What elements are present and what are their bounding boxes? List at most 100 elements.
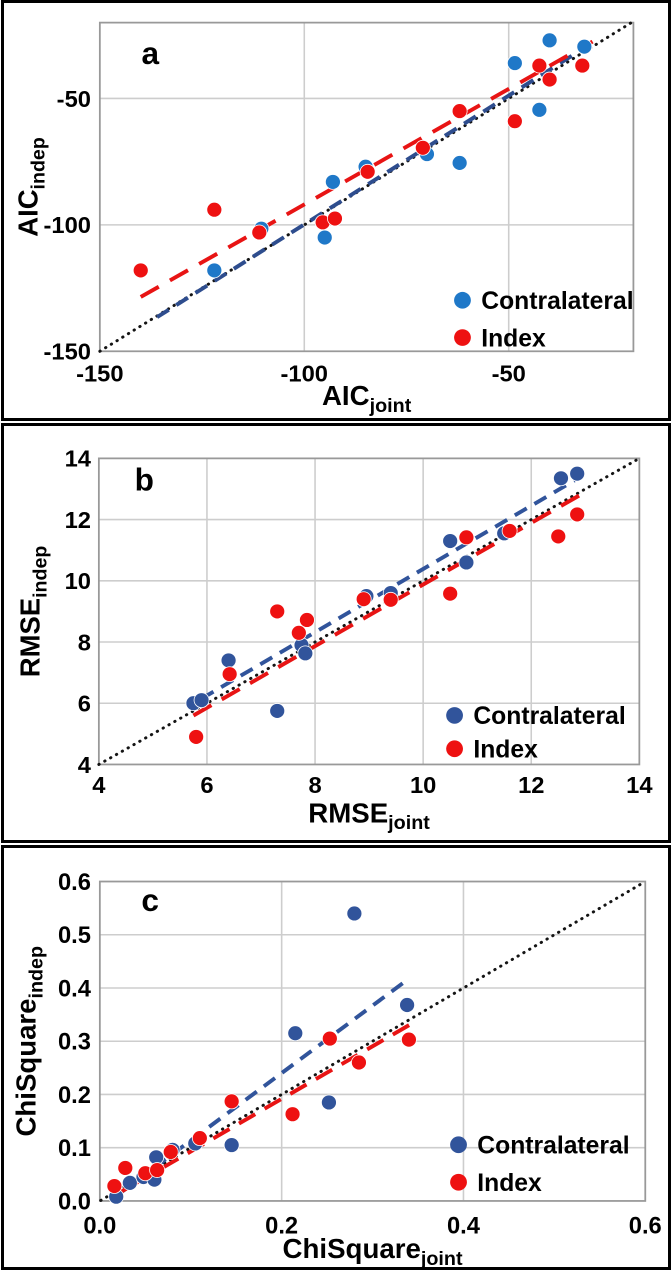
data-point-contralateral [193, 692, 210, 709]
y-tick-label: 0.5 [58, 923, 91, 949]
y-tick-label: 6 [78, 692, 91, 718]
panel-background [4, 3, 668, 418]
data-point-index [574, 57, 591, 74]
x-axis-title: RMSEjoint [308, 797, 430, 834]
data-point-contralateral [321, 1094, 337, 1111]
data-point-contralateral [576, 38, 593, 55]
data-point-index [223, 1093, 240, 1110]
data-point-contralateral [531, 101, 548, 118]
data-point-index [451, 103, 468, 119]
trendline-index [192, 490, 586, 718]
x-tick-label: 12 [518, 773, 544, 799]
panel-letter: a [141, 35, 159, 71]
plot-border [98, 880, 647, 1202]
data-point-index [569, 506, 586, 523]
x-tick-label: 0.4 [447, 1214, 481, 1240]
x-tick-label: 4 [92, 773, 105, 799]
legend-label-contralateral: Contralateral [481, 288, 633, 315]
legend-dot-index [446, 740, 463, 758]
panel-background [4, 848, 668, 1267]
y-axis-title: RMSEindep [14, 546, 51, 678]
data-point-index [269, 603, 286, 620]
trendline-contralateral [156, 44, 588, 319]
data-point-contralateral [324, 174, 341, 190]
data-point-index [359, 163, 376, 180]
legend-dot-index [450, 1173, 467, 1191]
panel-b: b 4 6 8 10 12 14 14 12 10 8 6 4 RMSEjoint RMSEindep Con… [1, 423, 671, 843]
data-point-index [284, 1106, 301, 1123]
trendline-contralateral [116, 981, 405, 1197]
x-tick-label: 8 [308, 773, 321, 799]
data-point-index [188, 729, 205, 745]
legend-label-index: Index [477, 1170, 542, 1197]
y-tick-label: 12 [65, 508, 91, 534]
data-point-index [506, 113, 523, 130]
data-point-index [106, 1178, 123, 1194]
data-point-contralateral [442, 533, 459, 549]
data-point-index [206, 201, 223, 218]
panel-letter: c [141, 882, 159, 918]
data-point-contralateral [506, 55, 523, 71]
data-point-index [382, 591, 399, 608]
x-tick-label: -50 [492, 362, 526, 388]
y-tick-label: 10 [65, 569, 91, 595]
x-tick-label: 14 [626, 773, 652, 799]
data-point-index [550, 528, 567, 545]
plot-border [97, 457, 641, 766]
data-point-index [117, 1160, 134, 1176]
data-point-index [501, 523, 518, 539]
y-tick-label: 14 [65, 447, 91, 473]
y-tick-label: 0.6 [58, 870, 91, 896]
data-point-index [251, 224, 268, 241]
data-point-index [221, 666, 238, 683]
data-point-index [327, 210, 343, 227]
y-tick-label: 4 [78, 753, 91, 779]
legend-label-contralateral: Contralateral [473, 703, 625, 730]
y-axis-title: ChiSquareindep [11, 946, 48, 1137]
data-point-index [290, 624, 307, 641]
data-point-index [132, 262, 149, 279]
data-point-index [401, 1031, 417, 1048]
x-tick-label: 0.6 [629, 1214, 662, 1240]
y-tick-label: -150 [43, 340, 90, 366]
data-point-index [149, 1162, 166, 1178]
trendline-index [139, 39, 594, 299]
y-tick-label: 0.3 [58, 1030, 91, 1056]
y-tick-label: 8 [78, 630, 91, 656]
y-tick-label: 0.0 [58, 1189, 91, 1215]
panel-a: a -150 -100 -50 -50 -100 -150 AICjoint AICindep C… [1, 0, 671, 421]
y-tick-label: 0.4 [58, 976, 92, 1002]
data-point-contralateral [269, 703, 286, 719]
legend-label-index: Index [481, 325, 546, 352]
data-point-contralateral [287, 1025, 304, 1042]
data-point-contralateral [553, 470, 569, 487]
data-point-contralateral [399, 997, 416, 1013]
x-tick-label: -150 [76, 362, 123, 388]
panel-c: c 0.0 0.2 0.4 0.6 0.6 0.5 0.4 0.3 0.2 0.1 0.0 ChiSqu… [1, 845, 671, 1270]
x-tick-label: 0.0 [83, 1214, 116, 1240]
plot-border [98, 21, 635, 353]
panel-letter: b [135, 462, 154, 498]
legend-dot-contralateral [450, 1136, 467, 1154]
data-point-index [351, 1054, 367, 1071]
chart-c: c 0.0 0.2 0.4 0.6 0.6 0.5 0.4 0.3 0.2 0.1 0.0 ChiSqu… [4, 848, 668, 1267]
data-point-contralateral [297, 645, 314, 662]
chart-b: b 4 6 8 10 12 14 14 12 10 8 6 4 RMSEjoint RMSEindep Con… [4, 426, 668, 840]
legend-dot-index [454, 329, 471, 346]
x-tick-label: 6 [200, 773, 213, 799]
data-point-contralateral [451, 155, 468, 171]
data-point-index [162, 1144, 179, 1160]
legend-label-contralateral: Contralateral [477, 1133, 629, 1160]
data-point-index [321, 1030, 338, 1047]
x-tick-label: -100 [281, 362, 328, 388]
data-point-contralateral [121, 1174, 138, 1191]
data-point-index [191, 1130, 208, 1147]
data-point-index [299, 612, 315, 628]
data-point-index [541, 71, 558, 88]
y-tick-label: -100 [43, 213, 90, 239]
y-tick-label: 0.2 [58, 1083, 91, 1109]
x-axis-title: ChiSquarejoint [283, 1233, 463, 1267]
x-tick-label: 10 [410, 773, 436, 799]
y-tick-label: -50 [57, 87, 91, 113]
